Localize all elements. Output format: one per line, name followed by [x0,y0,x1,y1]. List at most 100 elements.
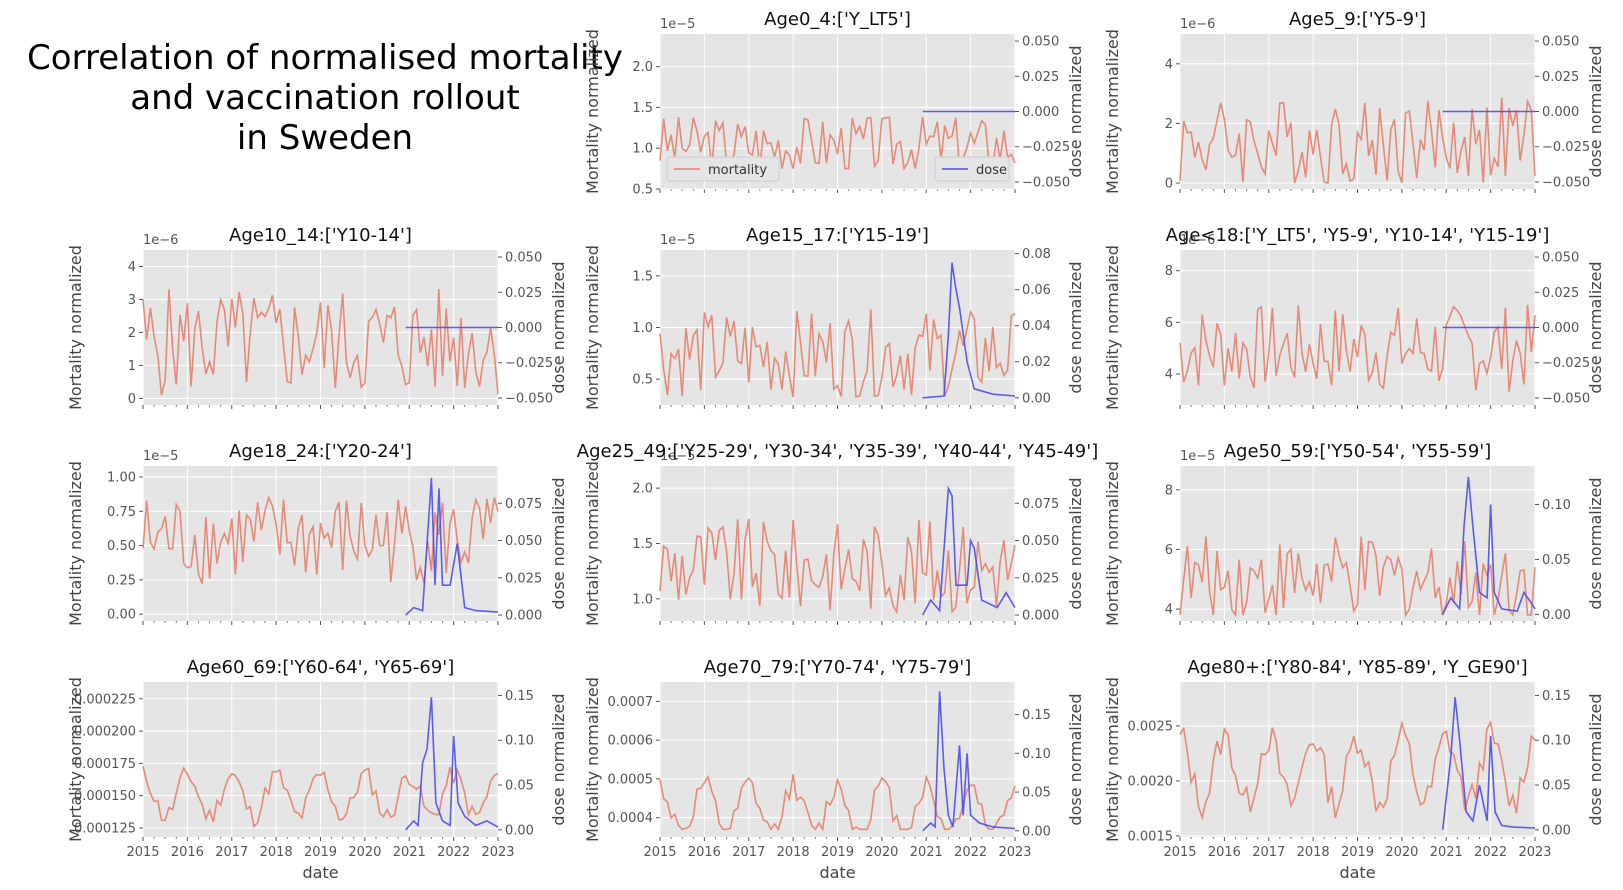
chart-panel-11: 2015 2016 2017 2018 2019 2020 2021 2022 2023 0.00… [1103,657,1605,882]
chart-panel-1: 0.5 1.0 1.5 2.0 1e−5 −0.050 −0.025 0.000 0.025 0.… [583,9,1085,198]
y-axis-label: Mortality normalized [1103,29,1122,194]
x-tick-label: 2017 [732,845,765,860]
y2-tick-label: −0.050 [1022,175,1070,190]
y-tick-label: 0 [1165,177,1173,192]
y-offset-label: 1e−6 [1180,233,1215,248]
chart-title: Age5_9:['Y5-9'] [1289,9,1426,30]
y2-tick-label: 0.075 [505,497,542,512]
y-offset-label: 1e−5 [660,17,695,32]
dose-line [1441,476,1536,615]
y2-tick-label: 0.050 [505,534,542,549]
y2-axis-label: dose normalized [549,261,568,393]
x-tick-label: 2017 [1252,845,1285,860]
chart-panel-4: 0.5 1.0 1.5 1e−5 0.00 0.02 0.04 0.06 0.08 Mortali… [583,225,1085,410]
mortality-line [142,288,499,396]
y-tick-label: 0.25 [107,573,136,588]
x-tick-label: 2020 [348,845,381,860]
y2-tick-label: 0.000 [1022,609,1059,624]
y-axis-label: Mortality normalized [66,245,85,410]
y2-tick-label: 0.050 [1542,251,1579,266]
y2-tick-label: 0.10 [1022,747,1051,762]
y2-tick-label: 0.00 [1022,824,1051,839]
x-tick-label: 2017 [215,845,248,860]
y2-tick-label: 0.04 [1022,319,1051,334]
y-tick-label: 2.0 [632,482,653,497]
dose-line [1441,697,1536,830]
x-axis-label: date [819,863,855,882]
y2-axis-label: dose normalized [1066,261,1085,393]
mortality-line [659,309,1016,398]
y-tick-label: 1.00 [107,470,136,485]
y2-axis-label: dose normalized [549,477,568,609]
y2-tick-label: 0.00 [505,823,534,838]
chart-title: Age60_69:['Y60-64', 'Y65-69'] [187,657,455,678]
x-tick-label: 2016 [688,845,721,860]
x-tick-label: 2019 [1341,845,1374,860]
legend-box [666,156,780,182]
y2-tick-label: 0.050 [1542,35,1579,50]
y-tick-label: 1 [128,359,136,374]
chart-title: Age<18:['Y_LT5', 'Y5-9', 'Y10-14', 'Y15-… [1166,225,1550,246]
x-tick-label: 2015 [643,845,676,860]
y-axis-label: Mortality normalized [1103,461,1122,626]
y-tick-label: 0.50 [107,539,136,554]
chart-panel-8: 4 6 8 1e−5 0.00 0.05 0.10 Mortality normalized d… [1103,441,1605,626]
y-offset-label: 1e−5 [143,449,178,464]
y2-tick-label: 0.06 [1022,283,1051,298]
y-tick-label: 4 [1165,368,1173,383]
y2-tick-label: 0.10 [1542,498,1571,513]
chart-title: Age50_59:['Y50-54', 'Y55-59'] [1224,441,1492,462]
figure-title: Correlation of normalised mortality and … [0,38,650,158]
chart-title: Age10_14:['Y10-14'] [229,225,412,246]
dose-line [922,262,1016,399]
y-axis-label: Mortality normalized [66,677,85,842]
x-tick-label: 2021 [910,845,943,860]
figure-title-line-3: in Sweden [236,118,414,158]
y2-tick-label: 0.000 [1542,105,1579,120]
y-tick-label: 0.000175 [74,757,136,772]
y-tick-label: 6 [1165,543,1173,558]
y2-tick-label: 0.00 [1542,823,1571,838]
y-axis-label: Mortality normalized [583,29,602,194]
y-tick-label: 1.5 [632,269,653,284]
x-tick-label: 2018 [260,845,293,860]
y-tick-label: 0.000225 [74,692,136,707]
y2-tick-label: 0.025 [1022,571,1059,586]
y2-tick-label: −0.025 [1542,140,1590,155]
chart-title: Age80+:['Y80-84', 'Y85-89', 'Y_GE90'] [1187,657,1527,678]
chart-panel-5: 4 6 8 1e−6 −0.050 −0.025 0.000 0.025 0.050 Mortal… [1103,225,1605,410]
y-tick-label: 0.5 [632,183,653,198]
y-tick-label: 1.0 [632,592,653,607]
y-tick-label: 0.0020 [1128,774,1174,789]
y-tick-label: 4 [128,260,136,275]
y2-tick-label: −0.050 [1542,175,1590,190]
mortality-line [1179,97,1536,185]
x-axis-label: date [1339,863,1375,882]
x-tick-label: 2015 [1163,845,1196,860]
x-tick-label: 2020 [1385,845,1418,860]
y2-tick-label: 0.075 [1022,497,1059,512]
y-tick-label: 0.0005 [608,772,654,787]
y2-tick-label: 0.050 [505,251,542,266]
y-tick-label: 1.5 [632,537,653,552]
dose-line [405,477,499,616]
y-tick-label: 1.0 [632,321,653,336]
x-tick-label: 2019 [304,845,337,860]
mortality-line [142,766,499,828]
legend-label-dose: dose [976,163,1007,178]
y2-tick-label: 0.05 [1542,553,1571,568]
legend-label-mortality: mortality [708,163,767,178]
y2-axis-label: dose normalized [1066,693,1085,825]
y-tick-label: 8 [1165,264,1173,279]
dose-line [921,485,1016,616]
y-tick-label: 4 [1165,603,1173,618]
y2-tick-label: 0.000 [1542,321,1579,336]
chart-panel-9: 2015 2016 2017 2018 2019 2020 2021 2022 2023 0.00… [66,657,568,882]
x-tick-label: 2023 [1518,845,1551,860]
x-tick-label: 2023 [481,845,514,860]
y-axis-label: Mortality normalized [66,461,85,626]
mortality-line [659,116,1016,171]
x-tick-label: 2015 [126,845,159,860]
x-tick-label: 2018 [777,845,810,860]
